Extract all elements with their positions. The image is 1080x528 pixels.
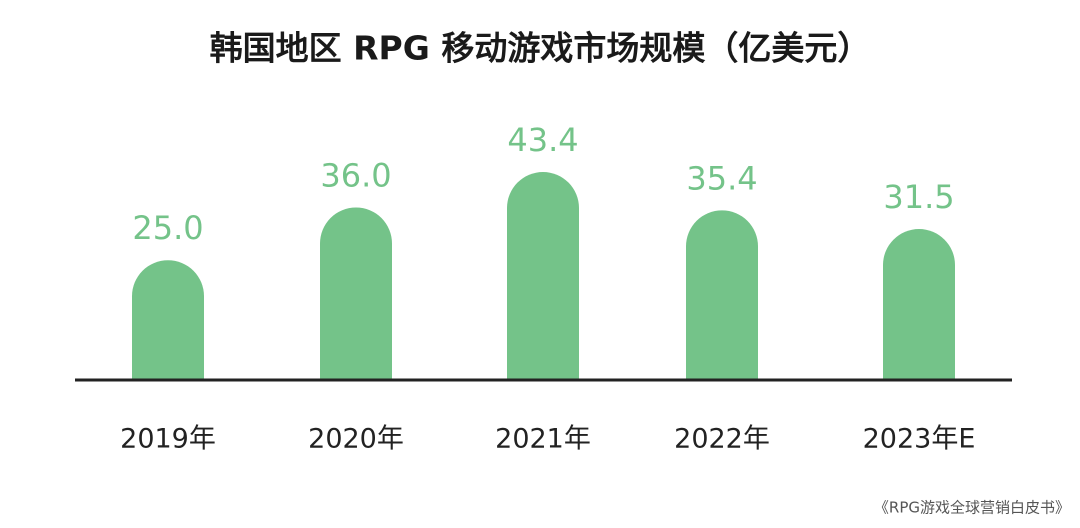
bar	[507, 172, 579, 380]
x-tick-label: 2022年	[674, 424, 770, 455]
value-label: 36.0	[320, 156, 391, 194]
x-tick-label: 2021年	[495, 424, 591, 455]
value-label: 43.4	[507, 121, 578, 159]
source: 《RPG游戏全球营销白皮书》	[874, 499, 1070, 517]
value-label: 25.0	[132, 209, 203, 247]
bar	[132, 260, 204, 380]
bar	[686, 210, 758, 380]
x-tick-label: 2020年	[308, 424, 404, 455]
chart-title: 韩国地区 RPG 移动游戏市场规模（亿美元）	[210, 29, 871, 68]
value-label: 31.5	[883, 178, 954, 216]
x-tick-label: 2019年	[120, 424, 216, 455]
bar	[320, 207, 392, 380]
bar	[883, 229, 955, 380]
x-tick-label: 2023年E	[863, 424, 976, 455]
value-label: 35.4	[686, 159, 757, 197]
